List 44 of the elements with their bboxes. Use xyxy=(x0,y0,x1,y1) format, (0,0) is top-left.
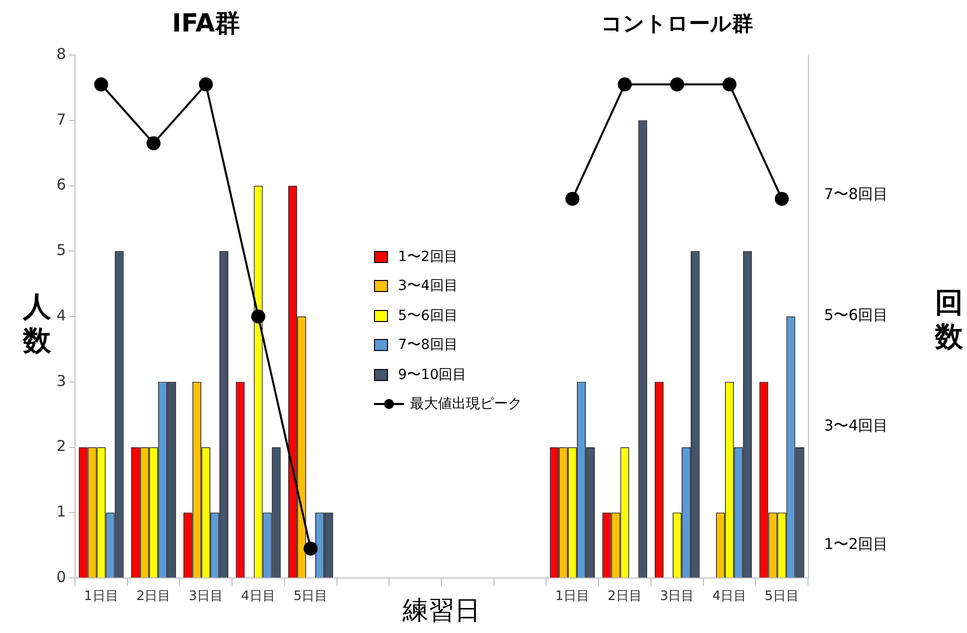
x-tick-label: 3日目 xyxy=(188,589,224,604)
x-tick-label: 3日目 xyxy=(660,589,694,604)
x-tick-label: 5日目 xyxy=(764,589,799,604)
legend-label: 5〜6回目 xyxy=(398,306,458,325)
x-tick-label: 1日目 xyxy=(555,589,590,604)
y-tick-label: 2 xyxy=(56,437,66,456)
text: 3〜4回目 xyxy=(824,416,888,435)
point xyxy=(670,77,684,92)
y-tick-label: 4 xyxy=(56,306,66,324)
legend-label: 1〜2回目 xyxy=(398,248,458,266)
text: コントロール群 xyxy=(601,11,754,36)
point xyxy=(198,77,213,92)
legend-label: 9〜10回目 xyxy=(398,366,467,384)
x-tick-label: 2日目 xyxy=(608,589,642,604)
x-tick-label: 4日目 xyxy=(712,589,747,604)
text: 7〜8回目 xyxy=(824,185,888,204)
point xyxy=(94,77,108,92)
y-tick-label: 8 xyxy=(56,44,66,63)
point xyxy=(304,542,318,556)
y-tick-label: 3 xyxy=(56,372,66,390)
legend-label: 最大値出現ピーク xyxy=(410,395,522,414)
text: 回数 xyxy=(934,286,964,354)
y-axis-title: 人数 xyxy=(22,290,52,358)
x-tick-label: 5日目 xyxy=(293,589,328,604)
point xyxy=(618,77,632,92)
y-tick-label: 5 xyxy=(56,241,66,260)
x-tick-label: 2日目 xyxy=(136,589,171,604)
point xyxy=(146,136,161,150)
text: 1〜2回目 xyxy=(824,534,888,553)
text: IFA群 xyxy=(172,8,240,38)
x-tick-label: 4日目 xyxy=(241,589,276,604)
legend-label: 7〜8回目 xyxy=(398,336,458,354)
y-tick-label: 0 xyxy=(56,568,66,586)
legend-label: 3〜4回目 xyxy=(398,277,458,296)
point xyxy=(722,77,736,92)
text: 5〜6回目 xyxy=(824,306,888,324)
point xyxy=(565,192,580,206)
x-tick-label: 1日目 xyxy=(84,589,118,604)
point xyxy=(774,192,789,206)
y-tick-label: 7 xyxy=(56,110,66,128)
y-tick-label: 1 xyxy=(56,502,66,521)
x-axis-title: 練習日 xyxy=(402,596,480,626)
point xyxy=(251,310,266,324)
y-tick-label: 6 xyxy=(56,176,66,194)
